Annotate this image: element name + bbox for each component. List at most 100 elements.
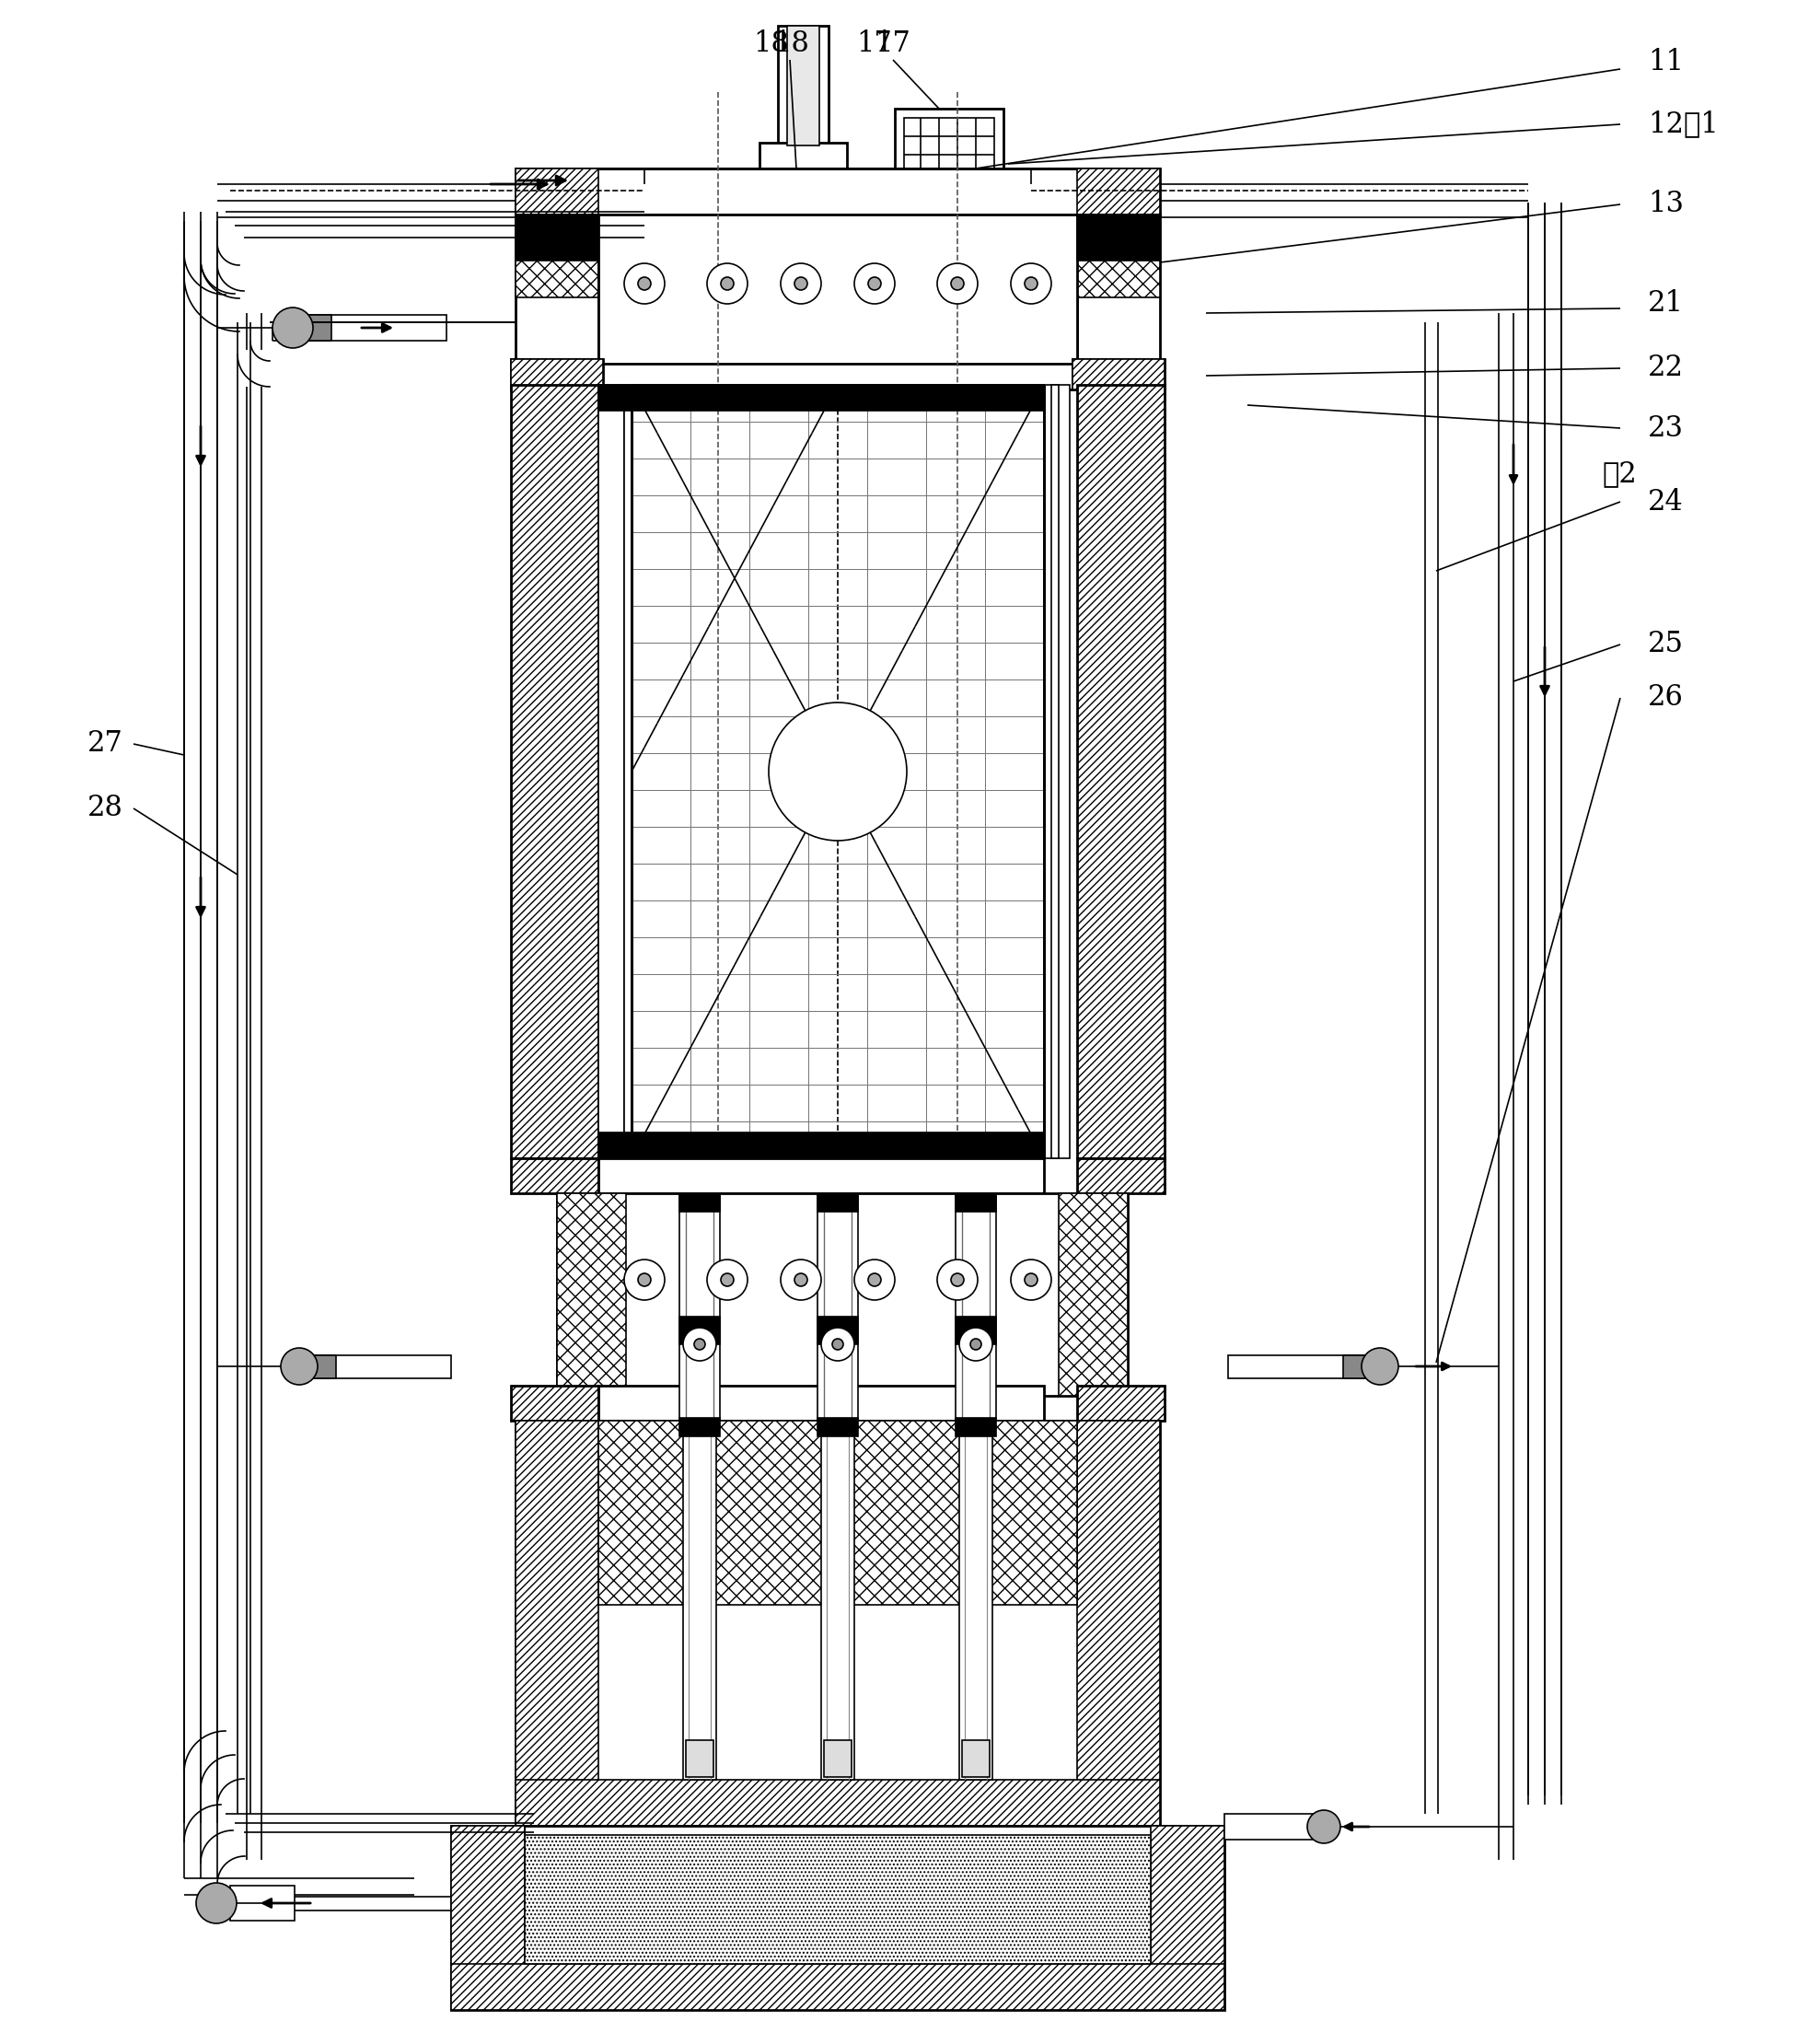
Bar: [1076, 215, 1159, 260]
Text: 25: 25: [1648, 630, 1684, 658]
Bar: [510, 360, 604, 390]
Bar: [598, 1159, 1044, 1194]
Circle shape: [868, 1273, 881, 1286]
Bar: [818, 1419, 857, 1437]
Circle shape: [624, 264, 665, 305]
Bar: [1076, 215, 1159, 296]
Text: 24: 24: [1648, 489, 1684, 515]
Bar: [1076, 1159, 1164, 1194]
Bar: [598, 1386, 1044, 1421]
Text: 17: 17: [875, 31, 911, 59]
Bar: [1150, 1825, 1224, 2009]
Bar: [683, 1421, 717, 1780]
Bar: [679, 1316, 721, 1345]
Text: 17: 17: [857, 31, 893, 59]
Bar: [624, 384, 631, 1159]
Text: 13: 13: [1648, 190, 1684, 219]
Bar: [1076, 215, 1159, 390]
Circle shape: [794, 278, 807, 290]
Bar: [904, 119, 994, 219]
Bar: [516, 1421, 1159, 1825]
Circle shape: [721, 1273, 733, 1286]
Bar: [1073, 360, 1164, 390]
Circle shape: [832, 1339, 843, 1349]
Bar: [516, 168, 598, 215]
Circle shape: [683, 1329, 717, 1361]
Bar: [598, 384, 624, 1159]
Bar: [686, 1739, 713, 1776]
Circle shape: [1306, 1811, 1341, 1844]
Bar: [516, 1780, 1159, 1825]
Bar: [960, 1421, 992, 1780]
Bar: [1076, 168, 1159, 215]
Bar: [510, 384, 598, 1159]
Circle shape: [938, 1259, 978, 1300]
Bar: [516, 215, 598, 390]
Circle shape: [769, 703, 907, 840]
Bar: [1076, 1386, 1164, 1421]
Bar: [510, 1386, 598, 1421]
Bar: [825, 1739, 852, 1776]
Bar: [295, 315, 331, 341]
Bar: [818, 1194, 857, 1423]
Circle shape: [1024, 1273, 1037, 1286]
Bar: [679, 1194, 721, 1212]
Bar: [451, 1825, 525, 2009]
Bar: [1051, 384, 1058, 1159]
Text: 21: 21: [1648, 290, 1684, 319]
Bar: [1073, 360, 1164, 390]
Circle shape: [951, 278, 963, 290]
Circle shape: [854, 264, 895, 305]
Circle shape: [854, 1259, 895, 1300]
Circle shape: [938, 264, 978, 305]
Bar: [821, 1421, 854, 1780]
Bar: [1342, 1355, 1375, 1378]
Bar: [598, 1421, 1076, 1605]
Bar: [956, 1194, 996, 1212]
Text: 〜2: 〜2: [1601, 460, 1637, 489]
Circle shape: [1024, 278, 1037, 290]
Bar: [598, 1132, 1044, 1159]
Text: 26: 26: [1648, 683, 1684, 711]
Bar: [961, 1739, 990, 1776]
Circle shape: [721, 278, 733, 290]
Bar: [516, 168, 1159, 215]
Circle shape: [1362, 1347, 1398, 1384]
Bar: [956, 1419, 996, 1437]
Bar: [295, 315, 446, 341]
Bar: [510, 1159, 598, 1194]
Circle shape: [780, 264, 821, 305]
Text: 18: 18: [753, 31, 789, 59]
Bar: [778, 27, 828, 168]
Circle shape: [951, 1273, 963, 1286]
Bar: [818, 1194, 857, 1212]
Bar: [516, 215, 598, 296]
Bar: [818, 1316, 857, 1345]
Bar: [451, 1964, 1224, 2009]
Text: 28: 28: [88, 795, 124, 822]
Bar: [895, 108, 1003, 229]
Text: 12〜1: 12〜1: [1648, 110, 1718, 139]
Bar: [598, 215, 1076, 390]
Bar: [451, 1825, 1224, 2009]
Bar: [1076, 384, 1164, 1159]
Circle shape: [780, 1259, 821, 1300]
Circle shape: [196, 1883, 237, 1923]
Circle shape: [638, 278, 651, 290]
Bar: [1227, 1355, 1375, 1378]
Text: 23: 23: [1648, 413, 1684, 442]
Circle shape: [706, 264, 748, 305]
Bar: [1224, 1813, 1317, 1840]
Bar: [516, 215, 598, 260]
Bar: [230, 1887, 295, 1921]
Circle shape: [706, 1259, 748, 1300]
Circle shape: [970, 1339, 981, 1349]
Bar: [516, 1421, 598, 1825]
Circle shape: [694, 1339, 704, 1349]
Circle shape: [868, 278, 881, 290]
Bar: [1076, 1421, 1159, 1825]
Bar: [1044, 384, 1069, 1159]
Bar: [304, 1355, 451, 1378]
Bar: [598, 384, 1044, 411]
Text: 11: 11: [1648, 49, 1684, 78]
